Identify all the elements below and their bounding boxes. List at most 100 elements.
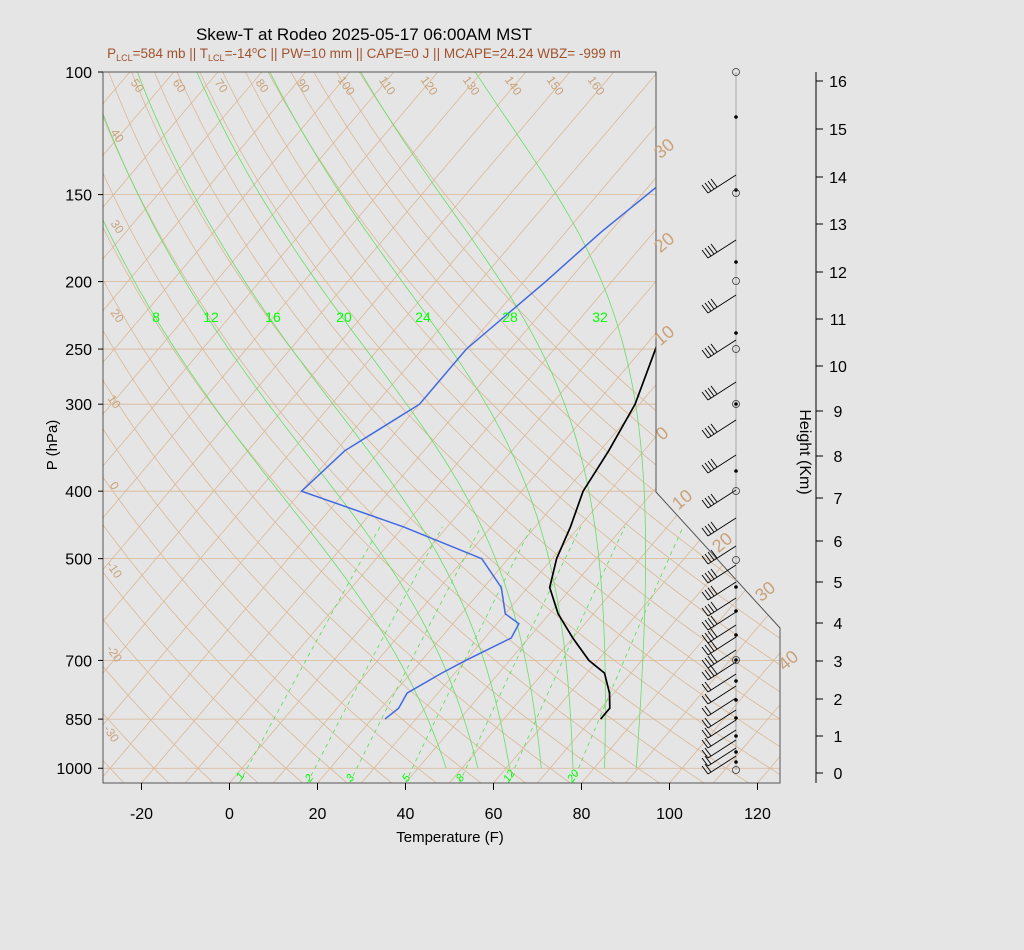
dry-adiabat-line — [153, 72, 780, 783]
y-tick-label: 400 — [65, 484, 92, 501]
wind-barb — [707, 381, 737, 401]
wind-barb-feather — [710, 628, 718, 638]
isotherm-line — [625, 72, 780, 783]
wind-barb-feather — [710, 665, 718, 675]
wind-barb-feather — [710, 423, 718, 433]
wind-barb-feather — [707, 180, 715, 190]
wind-barb — [707, 517, 737, 537]
mixing-ratio-label: 5 — [400, 772, 414, 785]
x-tick-label: 80 — [573, 806, 591, 823]
wind-barb-feather — [710, 640, 718, 650]
wind-level-dot — [734, 469, 738, 473]
moist-adiabat-line — [103, 72, 447, 769]
isotherm-line — [103, 72, 659, 783]
dry-adiabat-line — [313, 72, 780, 783]
dry-adiabat-line — [103, 72, 303, 783]
wind-barb-feather — [710, 653, 718, 663]
wind-barb-feather — [707, 387, 715, 397]
wind-barb — [707, 545, 737, 565]
wind-barb-feather — [704, 747, 712, 757]
dry-adiabat-line — [222, 72, 780, 783]
mixing-ratio-line — [306, 526, 443, 783]
y-tick-label: 100 — [65, 65, 92, 82]
dry-adiabat-line — [103, 72, 437, 783]
dry-adiabat-line — [103, 72, 214, 783]
isotherm-line — [141, 72, 747, 783]
height-marker-circle — [732, 68, 740, 76]
wind-barb-feather — [704, 553, 712, 563]
wind-barb-feather — [701, 634, 709, 644]
isotherm-line — [405, 72, 780, 783]
isotherm-line — [0, 72, 42, 783]
wind-barb-feather — [704, 705, 712, 715]
height-marker-circle — [732, 766, 740, 774]
wind-barb-feather — [704, 302, 712, 312]
mixing-ratio-labels-top: 8 12 16 20 24 28 32 — [152, 309, 608, 325]
dry-adiabat-line — [103, 72, 571, 783]
isotherm-label: -30 — [101, 723, 123, 746]
x-tick-label: -20 — [130, 806, 153, 823]
wind-barb — [707, 636, 737, 656]
wind-level-dot — [734, 760, 738, 764]
height-tick-label: 8 — [834, 449, 843, 466]
wind-barb-feather — [707, 551, 715, 561]
wind-barb-feather — [704, 632, 712, 642]
wind-barb-feather — [707, 587, 715, 597]
wind-barb — [707, 673, 737, 693]
wind-barb — [707, 294, 737, 314]
wind-level-dot — [734, 734, 738, 738]
wind-barb — [707, 747, 737, 767]
wind-barb — [707, 649, 737, 669]
isotherm-line — [103, 72, 263, 783]
wind-barb-feather — [707, 655, 715, 665]
wind-barb-feather — [701, 646, 709, 656]
wind-barb-feather — [704, 727, 712, 737]
wind-barb-feather — [704, 644, 712, 654]
wind-barb-feather — [710, 549, 718, 559]
isotherm-line — [103, 72, 571, 783]
wind-level-dot — [734, 260, 738, 264]
wind-barb-feather — [707, 460, 715, 470]
mixing-ratio-label: 12 — [501, 768, 518, 785]
height-marker-circle — [732, 189, 740, 197]
y-tick-label: 150 — [65, 188, 92, 205]
height-tick-label: 12 — [829, 265, 847, 282]
isotherms — [0, 72, 1024, 783]
moist-adiabat-line — [360, 72, 606, 769]
moist-adiabat-label: 8 — [152, 309, 160, 325]
isotherm-label: 20 — [108, 306, 127, 325]
wind-barb-feather — [704, 763, 712, 773]
wind-level-dot — [734, 658, 738, 662]
isotherm-line — [846, 72, 1024, 783]
wind-barb — [707, 729, 737, 749]
wind-level-dot — [734, 402, 738, 406]
y-tick-label: 700 — [65, 653, 92, 670]
isotherm-line — [103, 72, 219, 783]
wind-barb-feather — [701, 527, 709, 537]
y-tick-label: 1000 — [56, 761, 92, 778]
wind-barb-feather — [701, 184, 709, 194]
moist-adiabat-line — [137, 72, 510, 769]
y-tick-label: 850 — [65, 712, 92, 729]
wind-barb-feather — [701, 719, 709, 729]
dry-adiabat-line — [176, 72, 780, 783]
wind-barb-feather — [707, 300, 715, 310]
wind-barb-feather — [701, 659, 709, 669]
wind-barb-feather — [701, 607, 709, 617]
wind-barb-feather — [704, 681, 712, 691]
wind-level-dot — [734, 331, 738, 335]
wind-barb-feather — [707, 425, 715, 435]
wind-level-dot — [734, 633, 738, 637]
right-edge-label: 10 — [650, 321, 678, 349]
height-tick-label: 7 — [834, 491, 843, 508]
wind-barb — [707, 581, 737, 601]
dry-adiabats — [103, 72, 780, 783]
mixing-ratio-label: 8 — [454, 772, 468, 785]
isotherm-line — [537, 72, 780, 783]
plot-area — [0, 72, 1024, 783]
wind-barb-feather — [707, 667, 715, 677]
isotherm-line — [229, 72, 780, 783]
wind-barb-feather — [707, 617, 715, 627]
